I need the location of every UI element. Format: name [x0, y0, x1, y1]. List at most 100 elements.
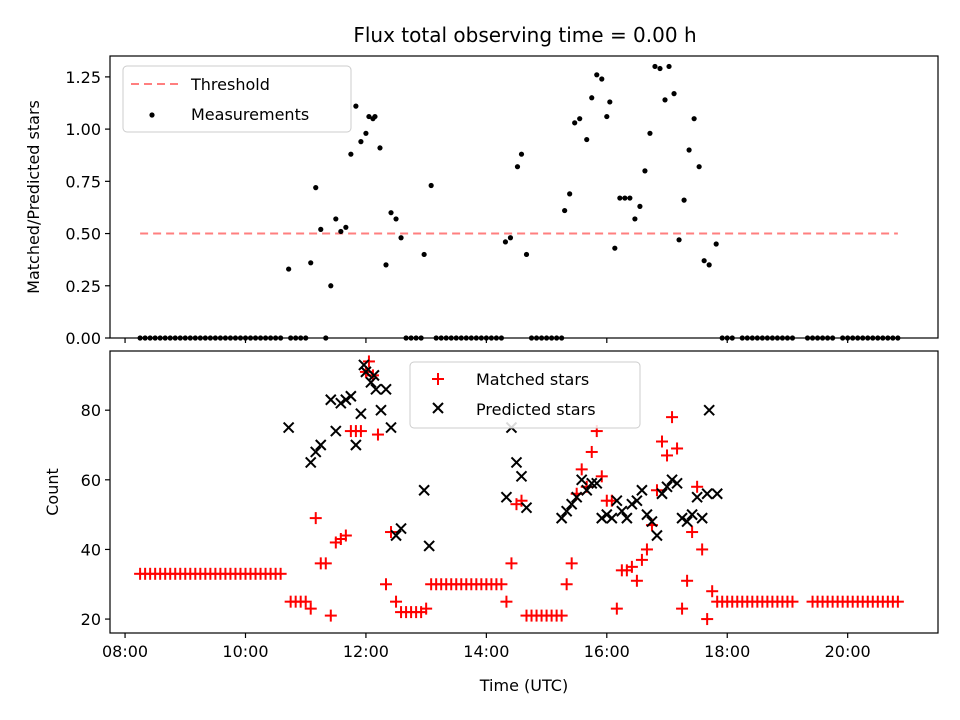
- matched-star-point: [610, 602, 623, 615]
- matched-star-point: [595, 470, 608, 483]
- predicted-star-point: [631, 494, 643, 507]
- predicted-legend-swatch: [432, 402, 444, 414]
- x-tick-label: 12:00: [343, 642, 389, 661]
- predicted-star-point: [360, 366, 372, 378]
- top-legend-box: [122, 65, 352, 133]
- predicted-star-point: [696, 512, 708, 524]
- matched-star-point: [500, 595, 513, 608]
- matched-star-point: [671, 442, 684, 455]
- y-tick-label: 0.50: [65, 225, 101, 244]
- matched-star-point: [575, 463, 588, 476]
- predicted-star-point: [560, 505, 573, 517]
- predicted-star-point: [340, 394, 352, 406]
- predicted-star-point: [355, 407, 367, 420]
- matched-star-point: [691, 480, 704, 493]
- predicted-star-point: [591, 477, 603, 490]
- predicted-star-point: [423, 540, 435, 552]
- y-tick-label: 0.75: [65, 172, 101, 191]
- x-tick-label: 08:00: [102, 642, 148, 661]
- measurement-point: [358, 139, 364, 145]
- predicted-star-point: [681, 515, 693, 528]
- measurement-point: [377, 145, 383, 151]
- predicted-star-point: [570, 491, 583, 503]
- predicted-star-point: [365, 376, 377, 389]
- measurement-point: [572, 120, 578, 126]
- predicted-star-point: [671, 477, 683, 490]
- measurement-point: [318, 226, 324, 232]
- measurement-point: [577, 116, 583, 122]
- predicted-star-point: [515, 470, 528, 483]
- matched-star-point: [560, 578, 573, 591]
- matched-star-point: [786, 595, 799, 608]
- y-tick-label: 60: [81, 471, 101, 490]
- measurement-point: [662, 97, 668, 103]
- measurement-point: [338, 228, 344, 235]
- measurement-point: [612, 245, 618, 251]
- matched-star-point: [891, 595, 904, 608]
- matched-star-point: [354, 425, 367, 438]
- predicted-star-point: [676, 512, 688, 524]
- measurement-point: [681, 197, 687, 203]
- matched-star-point: [319, 557, 332, 570]
- measurement-point: [383, 262, 389, 268]
- measurement-point: [421, 251, 427, 258]
- matched-star-point: [661, 449, 674, 462]
- matched-star-point: [585, 445, 598, 458]
- matched-star-point: [495, 578, 508, 591]
- measurement-point: [353, 103, 359, 109]
- predicted-star-point: [358, 359, 370, 371]
- predicted-star-point: [390, 529, 402, 542]
- predicted-star-point: [686, 508, 698, 521]
- predicted-star-point: [375, 404, 387, 416]
- matched-star-point: [309, 512, 322, 525]
- predicted-star-point: [606, 512, 618, 524]
- measurement-point: [567, 191, 573, 197]
- y-tick-label: 1.25: [65, 68, 101, 87]
- measurement-point: [594, 72, 600, 78]
- matched-star-point: [380, 578, 392, 591]
- measurement-point: [286, 266, 292, 272]
- predicted-star-point: [703, 404, 715, 416]
- predicted-star-point: [368, 369, 380, 382]
- predicted-star-point: [621, 512, 633, 524]
- measurement-point: [393, 216, 399, 222]
- measurement-point: [607, 99, 613, 105]
- matched-star-point: [304, 602, 317, 615]
- predicted-star-point: [596, 512, 608, 524]
- measurement-point: [514, 164, 521, 170]
- matched-star-point: [640, 543, 653, 556]
- measurement-point: [599, 76, 605, 82]
- bottom-panel-marks: [134, 355, 904, 626]
- matched-star-point: [686, 526, 699, 539]
- measurement-point: [313, 185, 319, 191]
- measurement-point: [647, 130, 653, 136]
- measurement-point: [642, 168, 648, 174]
- measurement-point: [428, 182, 434, 189]
- matched-star-point: [515, 494, 528, 507]
- measurement-point: [604, 113, 610, 120]
- measurement-point: [328, 283, 334, 289]
- x-tick-label: 18:00: [704, 642, 750, 661]
- y-tick-label: 80: [81, 401, 101, 420]
- matched-star-point: [274, 567, 287, 580]
- measurement-point: [676, 237, 682, 243]
- matched-star-point: [362, 355, 375, 368]
- measurement-point: [372, 113, 378, 120]
- measurement-point: [706, 262, 712, 268]
- top-panel: 0.00 0.25 0.50 0.75 1.00 1.25 Matched/Predict…: [24, 55, 939, 348]
- predicted-star-point: [626, 498, 638, 510]
- matched-star-point: [505, 557, 518, 570]
- predicted-star-point: [330, 425, 342, 437]
- predicted-star-point: [641, 508, 653, 521]
- predicted-star-point: [586, 477, 598, 490]
- x-tick-label: 16:00: [584, 642, 630, 661]
- matched-star-point: [565, 557, 578, 570]
- matched-star-point: [650, 484, 663, 497]
- matched-star-point: [385, 526, 398, 539]
- predicted-legend-label: Predicted stars: [476, 400, 596, 419]
- measurement-point: [671, 91, 677, 97]
- matched-star-point: [696, 543, 709, 556]
- x-tick-label: 14:00: [463, 642, 509, 661]
- threshold-legend-label: Threshold: [190, 75, 270, 94]
- predicted-star-point: [282, 421, 295, 434]
